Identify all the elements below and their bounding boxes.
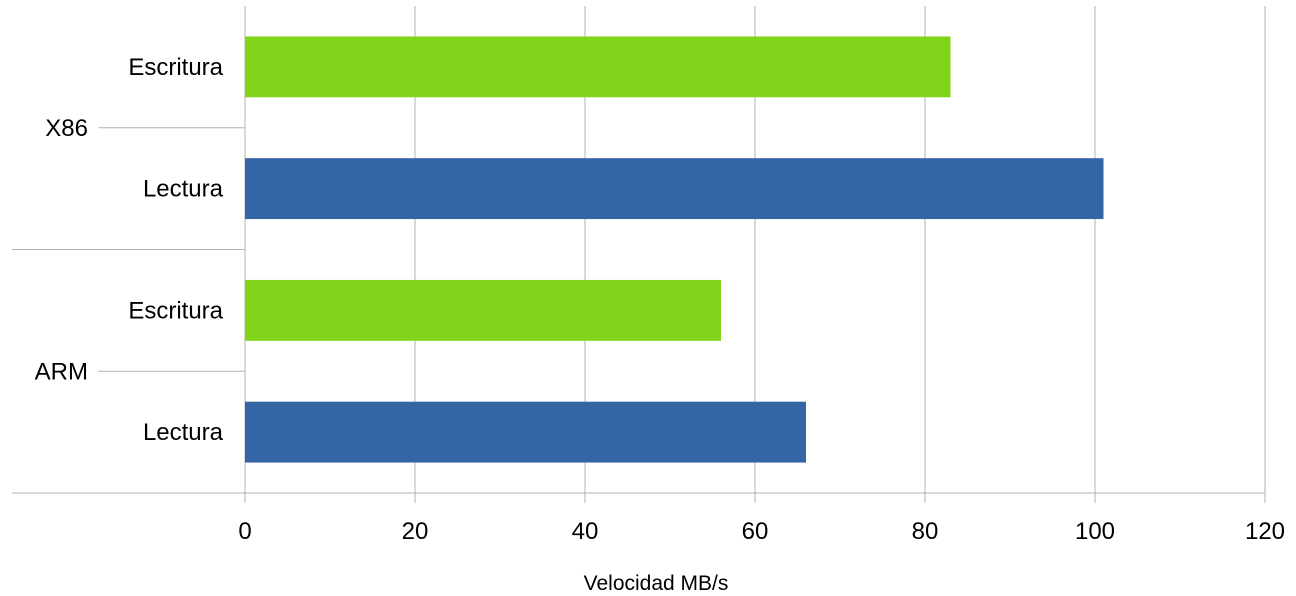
x-tick-label: 0 (238, 518, 251, 545)
category-label: Escritura (128, 54, 223, 81)
x-axis-title: Velocidad MB/s (584, 572, 729, 595)
bar-arm-escritura (245, 279, 721, 341)
bar-arm-lectura (245, 401, 806, 463)
category-label: Lectura (143, 419, 224, 446)
bar-x86-escritura (245, 36, 951, 98)
category-label: Escritura (128, 297, 223, 324)
bars (245, 36, 1104, 463)
bar-x86-lectura (245, 158, 1104, 220)
x-tick-label: 40 (572, 518, 599, 545)
x-tick-label: 60 (742, 518, 769, 545)
group-label-arm: ARM (35, 358, 88, 385)
labels: 0 20 40 60 80 100 120 Escritura Lectura X86 Escrit… (35, 54, 1285, 545)
category-label: Lectura (143, 176, 224, 203)
x-tick-label: 100 (1075, 518, 1115, 545)
group-label-x86: X86 (45, 115, 88, 142)
axes (12, 127, 1266, 503)
x-tick-label: 120 (1245, 518, 1285, 545)
x-tick-label: 80 (912, 518, 939, 545)
x-tick-label: 20 (402, 518, 429, 545)
